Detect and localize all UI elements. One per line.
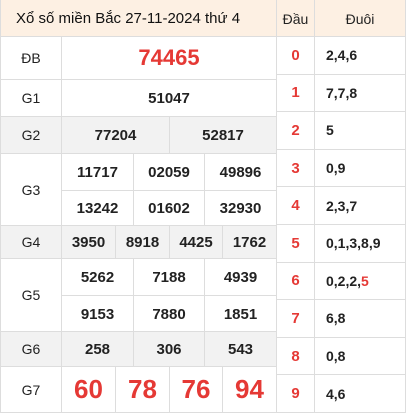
prize-row-g5: G5 5262 7188 4939 9153 7880 1851 bbox=[1, 259, 276, 332]
loto-head-digit: 1 bbox=[277, 74, 315, 112]
loto-tail-digits-text: 0,2,2, bbox=[326, 272, 362, 289]
prize-number-g3: 13242 bbox=[62, 190, 133, 226]
prize-number-g4: 8918 bbox=[115, 226, 169, 258]
prize-row-db: ĐB 74465 bbox=[1, 37, 276, 80]
loto-row: 9 4,6 bbox=[277, 375, 405, 413]
prize-number-g7: 60 bbox=[74, 374, 103, 404]
prize-label-g6: G6 bbox=[1, 332, 62, 366]
prize-label-g2: G2 bbox=[1, 117, 62, 153]
loto-row: 1 7,7,8 bbox=[277, 74, 405, 113]
loto-tail-digits: 2,4,6 bbox=[326, 47, 358, 64]
prize-number-g6: 258 bbox=[84, 340, 111, 358]
loto-header: Đầu Đuôi bbox=[277, 0, 405, 37]
prize-row-g2: G2 77204 52817 bbox=[1, 117, 276, 154]
loto-row: 3 0,9 bbox=[277, 149, 405, 188]
results-title: Xổ số miền Bắc 27-11-2024 thứ 4 bbox=[1, 0, 276, 37]
prize-number-g4: 4425 bbox=[169, 226, 222, 258]
loto-table: Đầu Đuôi 0 2,4,6 1 7,7,8 2 5 3 0,9 4 2,3… bbox=[276, 0, 406, 413]
prize-label-g7: G7 bbox=[1, 367, 62, 412]
loto-head-digit: 8 bbox=[277, 337, 315, 375]
prize-row-g1: G1 51047 bbox=[1, 80, 276, 117]
loto-row: 6 0,2,2, 5 bbox=[277, 262, 405, 301]
prize-number-g1: 51047 bbox=[148, 89, 190, 107]
loto-tail-digits: 2,3,7 bbox=[326, 197, 358, 214]
loto-tail-digits: 5 bbox=[326, 122, 334, 139]
prize-number-g6: 306 bbox=[133, 332, 204, 366]
prize-number-g5: 4939 bbox=[204, 259, 276, 295]
prize-number-g4: 1762 bbox=[222, 226, 276, 258]
prize-label-g5: G5 bbox=[1, 259, 62, 331]
prize-label-g3: G3 bbox=[1, 154, 62, 225]
prize-number-g5: 9153 bbox=[62, 295, 133, 332]
prize-number-g2: 77204 bbox=[94, 126, 137, 144]
loto-tail-digits: 7,7,8 bbox=[326, 84, 358, 101]
loto-tail-digits: 0,8 bbox=[326, 348, 346, 365]
prize-row-g7: G7 60 78 76 94 bbox=[1, 367, 276, 413]
loto-head-digit: 2 bbox=[277, 112, 315, 149]
prize-row-g6: G6 258 306 543 bbox=[1, 332, 276, 367]
loto-row: 7 6,8 bbox=[277, 300, 405, 338]
prize-number-g3: 01602 bbox=[133, 190, 204, 226]
loto-tail-digits: 4,6 bbox=[326, 385, 346, 402]
loto-head-digit: 4 bbox=[277, 187, 315, 224]
prize-number-g2: 52817 bbox=[169, 117, 276, 153]
prize-number-g7: 78 bbox=[115, 367, 169, 412]
prize-number-g3: 32930 bbox=[204, 190, 276, 226]
loto-tail-label: Đuôi bbox=[345, 10, 375, 27]
loto-row: 4 2,3,7 bbox=[277, 187, 405, 225]
prize-number-g5: 7880 bbox=[133, 295, 204, 332]
prize-label-g1: G1 bbox=[1, 80, 62, 116]
prize-number-g3: 11717 bbox=[77, 163, 118, 181]
loto-head-digit: 7 bbox=[277, 300, 315, 337]
prize-label-db: ĐB bbox=[1, 37, 62, 79]
loto-row: 5 0,1,3,8,9 bbox=[277, 225, 405, 263]
prize-number-g3: 49896 bbox=[204, 154, 276, 190]
prize-number-g4: 3950 bbox=[71, 233, 106, 251]
prize-number-g7: 76 bbox=[169, 367, 222, 412]
prize-row-g4: G4 3950 8918 4425 1762 bbox=[1, 226, 276, 259]
prize-number-g7: 94 bbox=[222, 367, 276, 412]
loto-row: 8 0,8 bbox=[277, 337, 405, 376]
loto-head-digit: 9 bbox=[277, 375, 315, 412]
loto-head-digit: 5 bbox=[277, 225, 315, 262]
prize-number-g5: 5262 bbox=[80, 268, 115, 286]
loto-row: 0 2,4,6 bbox=[277, 37, 405, 75]
loto-tail-digits: 6,8 bbox=[326, 310, 346, 327]
loto-tail-digits: 0,9 bbox=[326, 160, 346, 177]
loto-tail-digits: 0,1,3,8,9 bbox=[326, 235, 381, 252]
results-table: Xổ số miền Bắc 27-11-2024 thứ 4 ĐB 74465… bbox=[0, 0, 276, 413]
prize-number-g3: 02059 bbox=[133, 154, 204, 190]
results-title-text: Xổ số miền Bắc 27-11-2024 thứ 4 bbox=[16, 9, 241, 27]
loto-head-label: Đầu bbox=[277, 0, 315, 37]
prize-number-g5: 1851 bbox=[204, 295, 276, 332]
loto-head-digit: 6 bbox=[277, 262, 315, 300]
prize-row-g3: G3 11717 02059 49896 13242 01602 32930 bbox=[1, 154, 276, 226]
loto-head-digit: 0 bbox=[277, 37, 315, 74]
prize-number-g5: 7188 bbox=[133, 259, 204, 295]
loto-tail-special-digit: 5 bbox=[361, 272, 369, 289]
prize-number-db: 74465 bbox=[138, 45, 200, 70]
loto-head-digit: 3 bbox=[277, 149, 315, 187]
loto-tail-digits: 0,2,2, 5 bbox=[326, 263, 405, 300]
prize-number-g6: 543 bbox=[204, 332, 276, 366]
prize-label-g4: G4 bbox=[1, 226, 62, 258]
loto-row: 2 5 bbox=[277, 112, 405, 150]
